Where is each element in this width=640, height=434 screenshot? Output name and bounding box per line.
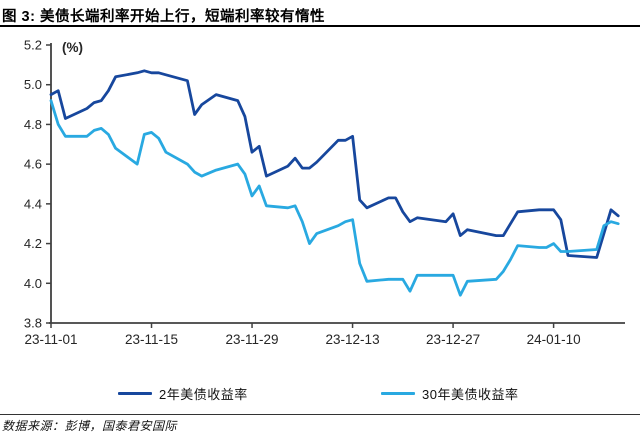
x-tick-label: 24-01-10 <box>527 332 581 347</box>
legend-swatch-30y-icon <box>381 391 415 395</box>
legend-item-2y: 2年美债收益率 <box>118 383 248 403</box>
x-tick-label: 23-11-29 <box>226 332 279 347</box>
legend-swatch-2y-icon <box>118 391 152 395</box>
y-tick-label: 5.2 <box>24 38 42 53</box>
y-tick-label: 4.4 <box>24 196 42 211</box>
y-tick-label: 4.6 <box>24 157 42 172</box>
series-line-30y <box>49 99 620 297</box>
y-tick-label: 4.8 <box>24 117 42 132</box>
figure-title: 图 3: 美债长端利率开始上行，短端利率较有惰性 <box>2 9 325 25</box>
y-tick-label: 4.2 <box>24 236 42 251</box>
x-tick-label: 23-12-27 <box>426 332 480 347</box>
chart-area: 5.2 5.0 4.8 4.6 4.4 4.2 4.0 3.8 23-11-01 23-11-15… <box>0 32 640 377</box>
chart-legend: 2年美债收益率 30年美债收益率 <box>0 383 640 405</box>
chart-plot: 5.2 5.0 4.8 4.6 4.4 4.2 4.0 3.823-11-01 23-11-15… <box>24 38 625 347</box>
legend-item-30y: 30年美债收益率 <box>381 383 518 403</box>
footer-divider <box>0 414 640 415</box>
x-tick-label: 23-12-13 <box>326 332 380 347</box>
y-tick-label: 3.8 <box>24 316 42 331</box>
x-tick-label: 23-11-15 <box>125 332 178 347</box>
y-tick-label: 5.0 <box>24 77 42 92</box>
legend-label-2y: 2年美债收益率 <box>159 386 248 402</box>
y-axis-unit-label: (%) <box>62 40 83 55</box>
y-tick-label: 4.0 <box>24 276 42 291</box>
legend-label-30y: 30年美债收益率 <box>422 386 519 402</box>
data-source-note: 数据来源：彭博，国泰君安国际 <box>2 419 178 433</box>
series-line-2y <box>49 69 620 259</box>
x-tick-label: 23-11-01 <box>24 332 77 347</box>
figure-header: 图 3: 美债长端利率开始上行，短端利率较有惰性 <box>0 0 640 27</box>
